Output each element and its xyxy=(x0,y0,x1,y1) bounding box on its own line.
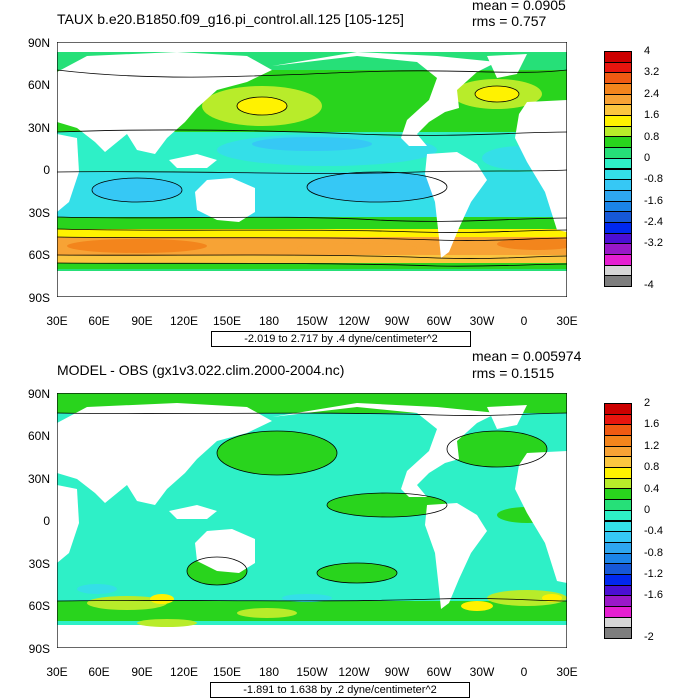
colorbar-tick-label: 0.8 xyxy=(644,131,660,143)
lon-tick-label: 30W xyxy=(469,314,495,328)
lon-tick-label: 0 xyxy=(520,314,528,328)
colorbar-tick-label: 1.6 xyxy=(644,109,660,121)
lat-tick-label: 60N xyxy=(27,78,50,92)
colorbar-tick-label: -1.6 xyxy=(644,195,663,207)
lon-tick-label: 30E xyxy=(46,314,68,328)
colorbar-swatch xyxy=(604,275,632,287)
lat-tick-label: 30N xyxy=(27,121,50,135)
lon-tick-label: 120E xyxy=(169,665,199,679)
colorbar-tick-label: 1.2 xyxy=(644,440,660,452)
lat-tick-label: 60S xyxy=(28,599,50,613)
lon-tick-label: 90E xyxy=(131,314,153,328)
colorbar-tick-label: -1.6 xyxy=(644,589,663,601)
lon-tick-label: 150E xyxy=(212,665,242,679)
lon-tick-label: 90E xyxy=(131,665,153,679)
lon-tick-label: 0 xyxy=(520,665,528,679)
lat-tick-label: 90S xyxy=(28,642,50,656)
lon-tick-label: 30E xyxy=(46,665,68,679)
lon-tick-label: 120E xyxy=(169,314,199,328)
lat-tick-label: 60S xyxy=(28,248,50,262)
colorbar-tick-label: -4 xyxy=(644,279,654,291)
colorbar-tick-label: 0.8 xyxy=(644,461,660,473)
top-map-panel: TAUX b.e20.B1850.f09_g16.pi_control.all.… xyxy=(27,0,663,347)
colorbar-tick-label: -3.2 xyxy=(644,237,663,249)
colorbar-tick-label: 0 xyxy=(644,504,651,516)
bottom-map-panel: MODEL - OBS (gx1v3.022.clim.2000-2004.nc… xyxy=(0,348,700,700)
lon-tick-label: 90W xyxy=(384,665,410,679)
colorbar-tick-label: 0 xyxy=(644,152,651,164)
colorbar-tick-label: 1.6 xyxy=(644,418,660,430)
colorbar-tick-label: -1.2 xyxy=(644,568,663,580)
colorbar-tick-label: -0.8 xyxy=(644,547,663,559)
colorbar-tick-label: 2 xyxy=(644,397,651,409)
lon-tick-label: 180 xyxy=(258,665,280,679)
lat-tick-label: 30N xyxy=(27,472,50,486)
colorbar xyxy=(604,403,632,639)
lon-tick-label: 150W xyxy=(296,665,328,679)
lat-tick-label: 0 xyxy=(43,514,50,528)
land-mask xyxy=(57,403,567,648)
lat-tick-label: 90N xyxy=(27,387,50,401)
colorbar xyxy=(604,51,632,287)
colorbar-tick-label: 4 xyxy=(644,45,651,57)
lat-tick-label: 90N xyxy=(27,36,50,50)
contour-range-caption: -1.891 to 1.638 by .2 dyne/centimeter^2 xyxy=(210,682,470,698)
rms-value: rms = 0.757 xyxy=(472,13,547,29)
lat-tick-label: 90S xyxy=(28,291,50,305)
lon-tick-label: 60E xyxy=(88,314,110,328)
lon-tick-label: 180 xyxy=(258,314,280,328)
lat-tick-label: 60N xyxy=(27,429,50,443)
lon-tick-label: 150W xyxy=(296,314,328,328)
lon-tick-label: 120W xyxy=(338,314,370,328)
mean-value: mean = 0.005974 xyxy=(472,348,582,364)
colorbar-tick-label: 0.4 xyxy=(644,483,660,495)
contour-range-caption: -2.019 to 2.717 by .4 dyne/centimeter^2 xyxy=(211,331,471,347)
lon-tick-label: 60W xyxy=(426,314,452,328)
map-plot xyxy=(57,393,567,648)
lon-tick-label: 30E xyxy=(556,665,578,679)
lon-tick-label: 30E xyxy=(556,314,578,328)
colorbar-tick-label: -0.4 xyxy=(644,525,663,537)
lat-tick-label: 30S xyxy=(28,557,50,571)
lon-tick-label: 150E xyxy=(212,314,242,328)
colorbar-tick-label: -2 xyxy=(644,631,654,643)
panel-title: MODEL - OBS (gx1v3.022.clim.2000-2004.nc… xyxy=(57,362,345,378)
panel-title: TAUX b.e20.B1850.f09_g16.pi_control.all.… xyxy=(57,11,404,27)
colorbar-tick-label: 2.4 xyxy=(644,88,660,100)
lon-tick-label: 60E xyxy=(88,665,110,679)
mean-value: mean = 0.0905 xyxy=(472,0,566,13)
rms-value: rms = 0.1515 xyxy=(472,365,555,381)
lon-tick-label: 30W xyxy=(469,665,495,679)
colorbar-tick-label: -2.4 xyxy=(644,216,663,228)
model-minus-obs-map xyxy=(57,393,567,648)
lon-tick-label: 120W xyxy=(338,665,370,679)
lon-tick-label: 60W xyxy=(426,665,452,679)
taux-field-map xyxy=(57,42,567,297)
lat-tick-label: 0 xyxy=(43,163,50,177)
colorbar-tick-label: -0.8 xyxy=(644,173,663,185)
colorbar-swatch xyxy=(604,627,632,639)
lon-tick-label: 90W xyxy=(384,314,410,328)
lat-tick-label: 30S xyxy=(28,206,50,220)
map-plot xyxy=(57,42,567,297)
colorbar-tick-label: 3.2 xyxy=(644,66,660,78)
